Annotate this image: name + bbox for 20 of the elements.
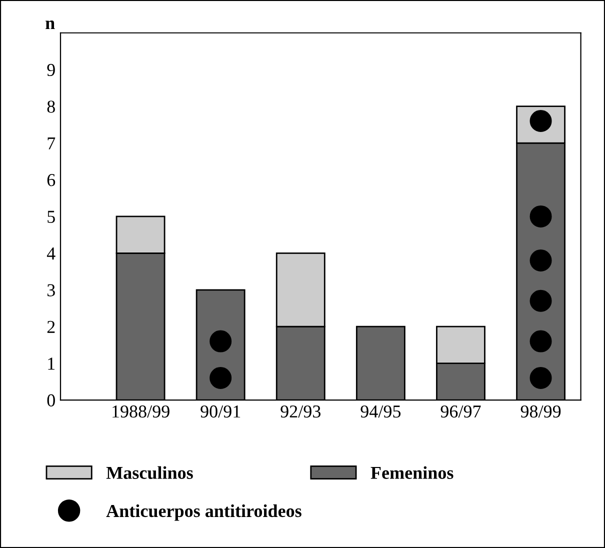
legend-label: Masculinos: [106, 466, 193, 480]
y-tick-label: 9: [47, 64, 55, 76]
y-tick-label: 2: [47, 320, 55, 333]
y-axis-title: n: [46, 20, 55, 30]
x-tick-label: 92/93: [280, 405, 320, 418]
x-tick-label: 1988/99: [112, 405, 170, 418]
y-tick-label: 1: [48, 358, 55, 370]
y-tick-label: 0: [47, 394, 55, 406]
legend-label: Femeninos: [370, 466, 454, 479]
legend-label: Anticuerpos antitiroideos: [106, 504, 302, 521]
y-tick-label: 5: [48, 210, 55, 223]
y-tick-label: 7: [48, 137, 56, 150]
y-tick-label: 6: [47, 174, 56, 186]
y-tick-label: 4: [46, 248, 56, 260]
x-tick-label: 98/99: [520, 405, 561, 418]
y-tick-label: 8: [47, 100, 55, 113]
x-tick-label: 90/91: [200, 405, 240, 418]
x-tick-label: 96/97: [440, 405, 481, 418]
y-tick-label: 3: [47, 284, 55, 296]
x-tick-label: 94/95: [360, 405, 401, 418]
